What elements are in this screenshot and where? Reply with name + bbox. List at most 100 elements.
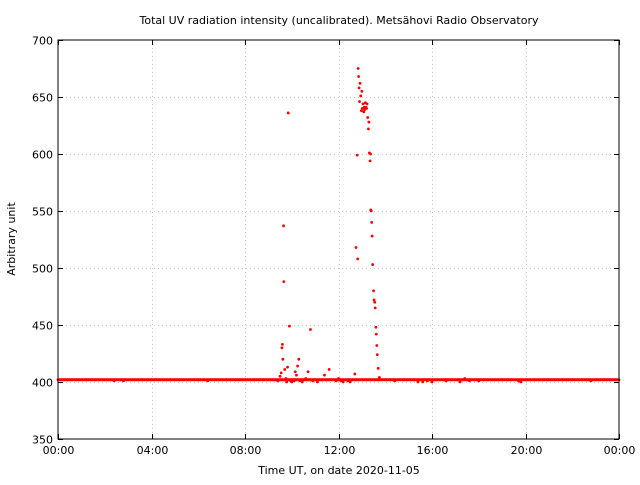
data-point [533,378,537,382]
data-point [372,289,375,293]
data-point [252,378,256,382]
data-point [224,378,228,382]
data-point [519,380,523,384]
data-point [159,378,163,382]
grid-lines [58,40,619,439]
x-tick-label: 00:00 [604,444,636,457]
data-point [365,102,369,106]
data-point [517,379,520,383]
data-point [589,379,593,383]
data-point [297,357,301,361]
data-point [373,300,377,304]
data-points [56,67,621,384]
data-point [327,368,331,371]
data-point [366,116,370,119]
data-point [84,378,88,382]
y-tick-label: 550 [32,206,53,219]
data-point [339,379,343,383]
data-point [371,263,375,266]
data-point [356,67,360,70]
data-point [370,221,374,224]
data-point [367,120,371,124]
data-point [360,109,363,113]
data-point [288,324,291,328]
data-point [374,325,378,329]
x-tick-label: 12:00 [324,444,356,457]
data-point [206,379,210,383]
data-point [351,378,354,382]
data-point [453,378,457,382]
data-point [282,280,286,284]
data-point [140,378,144,382]
data-point [378,376,381,379]
data-point [376,366,380,370]
y-tick-label: 500 [32,263,53,276]
data-point [316,380,319,384]
data-point [444,379,448,383]
data-point [356,257,360,261]
data-point [307,378,311,382]
data-point [580,378,583,382]
data-point [477,379,481,383]
data-point [373,306,377,310]
data-point [281,357,285,361]
data-point [334,379,338,383]
data-point [421,380,425,384]
y-axis-label: Arbitrary unit [5,202,18,276]
data-point [300,380,304,384]
data-point [372,298,376,302]
data-point [298,379,302,383]
data-point [304,377,308,380]
data-point [330,378,333,382]
data-point [306,370,310,374]
data-point [355,153,359,157]
data-point [187,378,191,382]
data-point [357,86,361,90]
data-point [178,378,181,382]
data-point [284,377,288,380]
y-tick-label: 350 [32,434,53,447]
data-point [552,378,555,382]
data-point [131,378,135,382]
data-point [278,374,282,378]
data-point [293,370,297,374]
data-point [359,94,363,98]
data-point [341,380,345,384]
x-tick-label: 20:00 [511,444,543,457]
data-point [430,380,434,384]
data-point [65,378,69,382]
data-point [325,378,329,382]
data-point [348,380,352,384]
plot-frame [57,39,620,440]
data-point [458,380,462,384]
data-point [323,373,326,377]
data-point [468,379,471,383]
data-point [411,378,415,382]
data-point [374,332,378,336]
data-point [383,378,387,382]
data-point [482,378,485,382]
data-point [370,234,374,238]
data-point [103,378,107,382]
data-point [313,378,317,382]
data-point [365,107,368,110]
x-axis-ticks: 00:00 04:00 08:00 12:00 16:00 20:00 00:00 [43,40,636,457]
x-tick-label: 08:00 [230,444,262,457]
data-point [402,378,406,382]
data-point [375,344,379,347]
data-point [309,328,312,331]
data-point [168,378,172,382]
data-point [358,81,362,85]
data-point [262,378,266,382]
data-point [353,372,357,376]
data-point [362,110,366,114]
data-point [608,378,612,382]
data-point [416,380,420,384]
data-point [369,152,372,156]
data-point [367,127,370,131]
y-tick-label: 650 [32,92,53,105]
data-point [292,379,296,383]
data-point [112,379,116,383]
data-point [491,378,495,382]
